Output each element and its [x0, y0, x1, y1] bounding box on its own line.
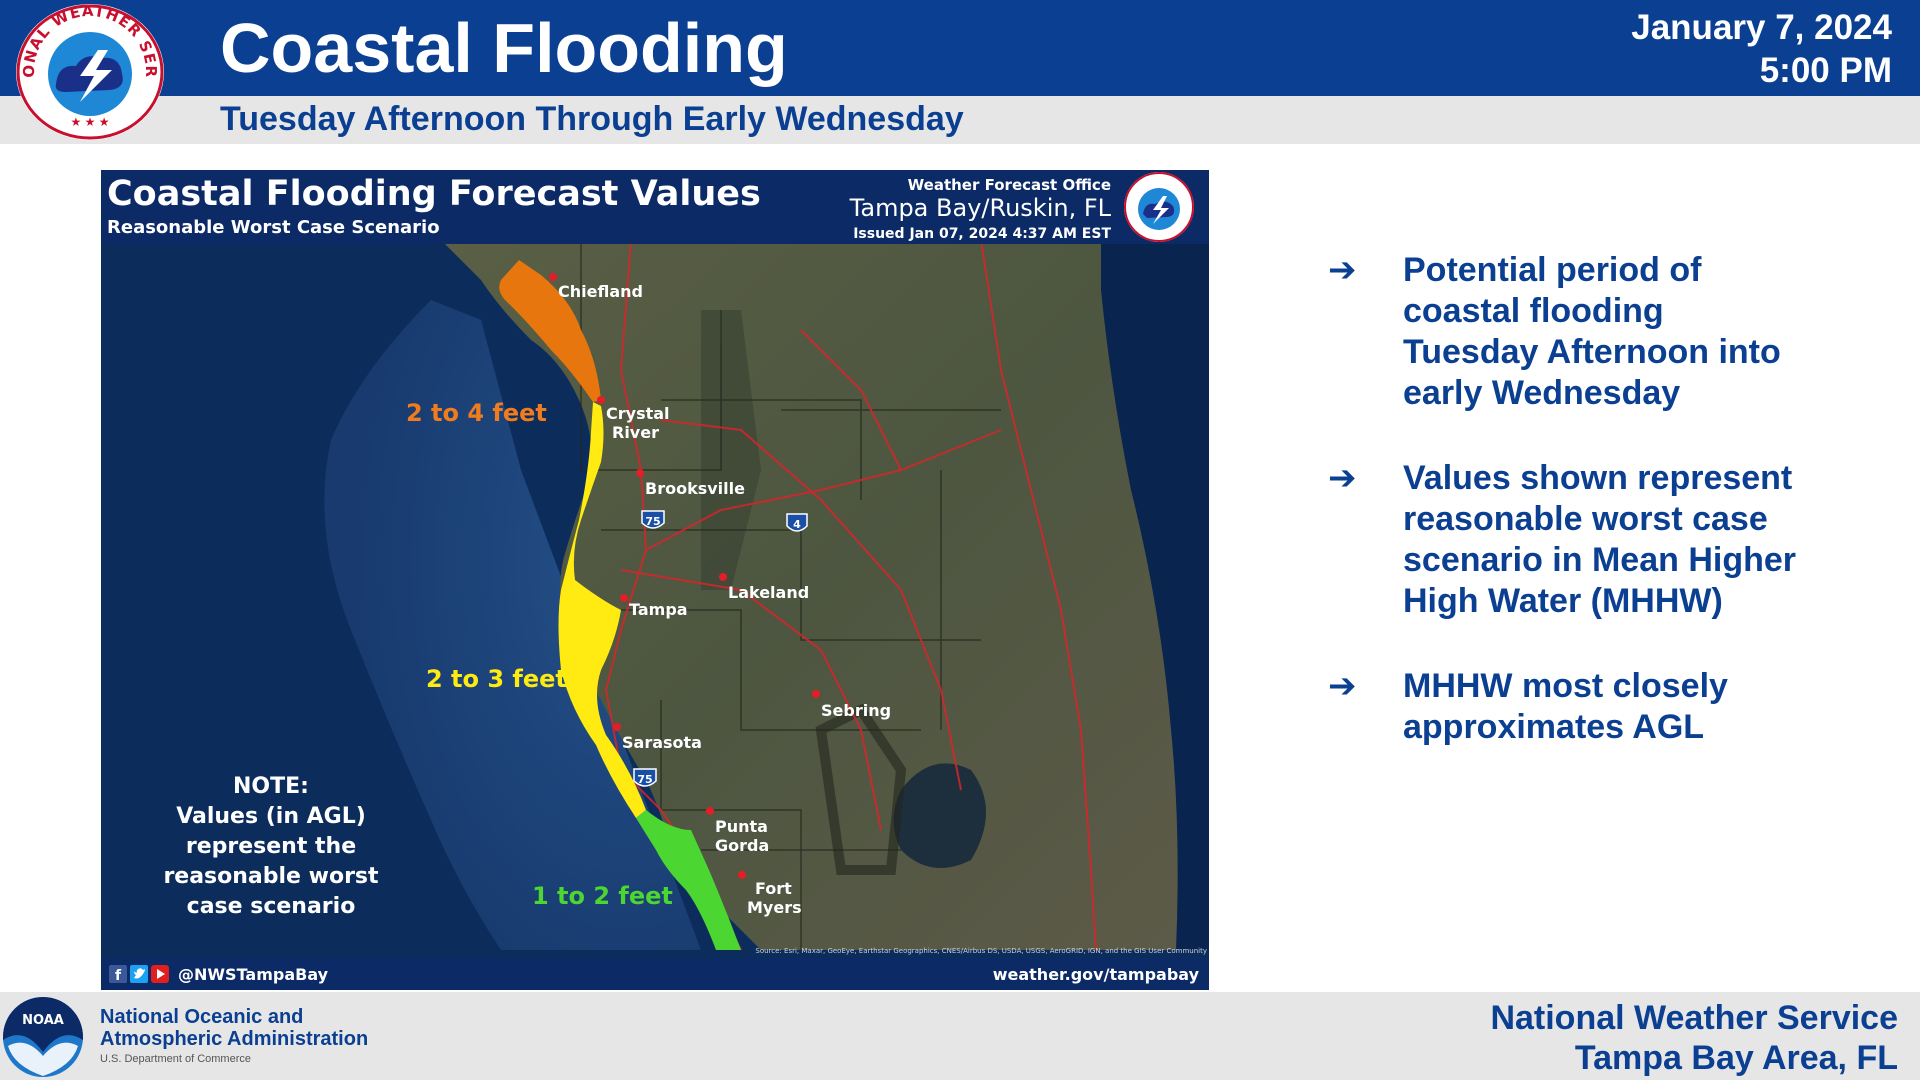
facebook-icon[interactable]: f	[109, 965, 127, 984]
coastal-flooding-map: Coastal Flooding Forecast Values Reasona…	[101, 170, 1209, 990]
dark-boundary	[815, 703, 907, 875]
bullet-line: approximates AGL	[1403, 708, 1705, 746]
bullet-item: ➔ Potential period of coastal flooding T…	[1328, 250, 1888, 414]
bullet-list: ➔ Potential period of coastal flooding T…	[1328, 250, 1888, 792]
map-title: Coastal Flooding Forecast Values	[107, 174, 761, 214]
nws-logo-icon: NATIONAL WEATHER SERVICE ★ ★ ★	[14, 2, 164, 140]
city-label-myers: Myers	[747, 898, 802, 917]
city-dot-sebring	[812, 690, 820, 698]
city-label-lakeland: Lakeland	[728, 583, 809, 602]
noaa-name: National Oceanic and Atmospheric Adminis…	[100, 1006, 368, 1050]
bullet-line: Potential period of	[1403, 251, 1702, 289]
source-credit: Source: Esri, Maxar, GeoEye, Earthstar G…	[755, 947, 1207, 955]
city-dot-fort-myers	[738, 871, 746, 879]
city-dot-sarasota	[613, 723, 621, 731]
city-label-punta: Punta	[715, 817, 768, 836]
noaa-name-line-2: Atmospheric Administration	[100, 1028, 369, 1050]
flood-zone-2-to-3-feet	[558, 402, 646, 818]
shield-label-75-south: 75	[637, 773, 652, 786]
city-label-gorda: Gorda	[715, 836, 769, 855]
office-label: Weather Forecast Office	[908, 176, 1111, 194]
city-label-sarasota: Sarasota	[622, 733, 702, 752]
issued-time-label: Issued Jan 07, 2024 4:37 AM EST	[853, 226, 1111, 242]
continental-shelf	[324, 300, 701, 950]
svg-text:f: f	[115, 968, 122, 984]
city-markers: Chiefland Crystal River Brooksville Lake…	[549, 273, 891, 917]
interstate-shield-75-south: 75	[633, 768, 657, 787]
map-header-band	[101, 170, 1209, 244]
city-dot-chiefland	[549, 273, 557, 281]
city-dot-tampa	[620, 594, 628, 602]
shield-label-75-north: 75	[645, 515, 660, 528]
note-line-1: NOTE:	[233, 774, 309, 799]
map-subtitle: Reasonable Worst Case Scenario	[107, 217, 440, 238]
city-label-brooksville: Brooksville	[645, 479, 745, 498]
subtitle-bar	[0, 96, 1920, 144]
bullet-item: ➔ Values shown represent reasonable wors…	[1328, 458, 1888, 622]
zone-label-1-to-2-feet: 1 to 2 feet	[532, 882, 673, 910]
city-dot-lakeland	[719, 573, 727, 581]
forest-area	[701, 310, 761, 590]
office-name: Tampa Bay/Ruskin, FL	[849, 194, 1112, 222]
noaa-department: U.S. Department of Commerce	[100, 1053, 251, 1065]
noaa-logo-text: NOAA	[22, 1013, 64, 1028]
issued-date: January 7, 2024	[1631, 8, 1892, 47]
bullet-line: MHHW most closely	[1403, 667, 1728, 705]
city-dot-crystal-river	[597, 396, 605, 404]
bullet-line: scenario in Mean Higher	[1403, 541, 1796, 579]
city-label-tampa: Tampa	[629, 600, 688, 619]
city-label-fort: Fort	[755, 879, 792, 898]
interstate-shield-75-north: 75	[641, 510, 665, 529]
lake-okeechobee	[893, 763, 986, 868]
bullet-item: ➔ MHHW most closely approximates AGL	[1328, 666, 1888, 748]
bullet-line: Tuesday Afternoon into	[1403, 333, 1781, 371]
flood-zone-1-to-2-feet	[636, 810, 741, 950]
footer-bar	[0, 992, 1920, 1080]
note-line-3: represent the	[186, 834, 356, 859]
nws-office-footer: National Weather Service Tampa Bay Area,…	[1490, 998, 1898, 1078]
shield-label-4: 4	[793, 518, 801, 531]
city-label-sebring: Sebring	[821, 701, 891, 720]
city-dot-punta-gorda	[706, 807, 714, 815]
bullet-line: reasonable worst case	[1403, 500, 1768, 538]
arrow-right-icon: ➔	[1328, 666, 1357, 706]
bullet-line: Values shown represent	[1403, 459, 1793, 497]
zone-label-2-to-4-feet: 2 to 4 feet	[406, 399, 547, 427]
note-line-2: Values (in AGL)	[176, 804, 366, 829]
social-handle[interactable]: @NWSTampaBay	[178, 965, 329, 984]
city-label-crystal: Crystal	[606, 404, 670, 423]
website-link[interactable]: weather.gov/tampabay	[993, 965, 1200, 984]
city-dot-brooksville	[636, 469, 644, 477]
city-label-chiefland: Chiefland	[558, 282, 643, 301]
page-subtitle: Tuesday Afternoon Through Early Wednesda…	[220, 100, 964, 138]
flood-zone-2-to-4-feet	[499, 260, 601, 402]
nws-small-logo-icon	[1124, 172, 1194, 242]
interstate-shield-4: 4	[786, 513, 808, 532]
bullet-line: High Water (MHHW)	[1403, 582, 1723, 620]
issued-datetime: January 7, 2024 5:00 PM	[1631, 6, 1892, 92]
header-bar	[0, 0, 1920, 96]
youtube-icon[interactable]	[151, 965, 169, 983]
twitter-icon[interactable]	[130, 965, 148, 983]
noaa-name-line-1: National Oceanic and	[100, 1006, 304, 1028]
highways	[604, 239, 1097, 951]
arrow-right-icon: ➔	[1328, 458, 1357, 498]
note-line-5: case scenario	[187, 894, 356, 919]
bullet-line: coastal flooding	[1403, 292, 1664, 330]
zone-label-2-to-3-feet: 2 to 3 feet	[426, 665, 567, 693]
arrow-right-icon: ➔	[1328, 250, 1357, 290]
florida-peninsula	[441, 240, 1178, 950]
map-footer-band	[101, 958, 1209, 990]
note-line-4: reasonable worst	[163, 864, 379, 889]
nws-footer-line-2: Tampa Bay Area, FL	[1574, 1039, 1898, 1077]
noaa-logo-icon: NOAA	[3, 997, 83, 1077]
issued-time: 5:00 PM	[1759, 51, 1892, 90]
map-note: NOTE: Values (in AGL) represent the reas…	[163, 774, 379, 919]
bullet-line: early Wednesday	[1403, 374, 1681, 412]
page-title: Coastal Flooding	[220, 9, 788, 87]
city-label-river: River	[612, 423, 659, 442]
svg-text:★ ★ ★: ★ ★ ★	[71, 115, 110, 129]
nws-footer-line-1: National Weather Service	[1490, 999, 1898, 1037]
